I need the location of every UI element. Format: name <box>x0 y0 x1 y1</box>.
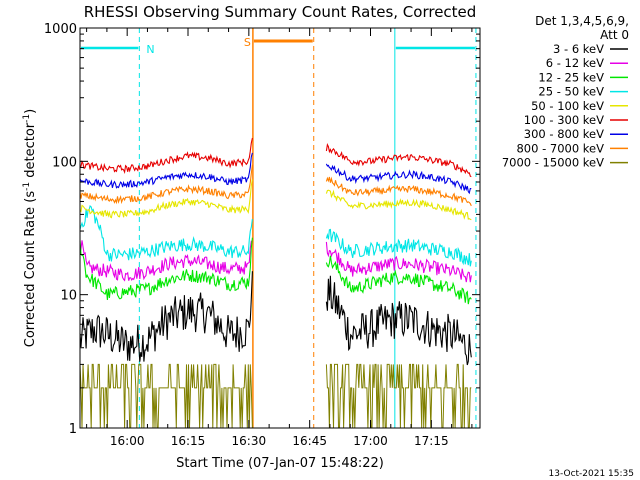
series-line <box>79 237 472 305</box>
legend-title-line2: Att 0 <box>600 28 629 42</box>
y-tick-label: 10 <box>60 289 77 304</box>
series-line <box>79 205 472 267</box>
series-line <box>79 179 472 221</box>
x-tick-label: 16:45 <box>292 434 327 448</box>
series-line <box>79 137 472 178</box>
y-axis-label-mid: detector <box>23 122 38 182</box>
y-axis-label-main: Corrected Count Rate (s <box>23 191 38 348</box>
x-tick-label: 17:15 <box>414 434 449 448</box>
series-line <box>79 164 472 207</box>
series-line <box>79 152 472 195</box>
legend-label: 3 - 6 keV <box>553 42 604 56</box>
x-axis-label: Start Time (07-Jan-07 15:48:22) <box>176 456 384 471</box>
legend-label: 100 - 300 keV <box>524 113 604 127</box>
timestamp: 13-Oct-2021 15:35 <box>549 469 634 479</box>
series-layer <box>79 137 472 429</box>
chart-title: RHESSI Observing Summary Count Rates, Co… <box>84 3 477 21</box>
legend-label: 50 - 100 keV <box>531 99 604 113</box>
x-tick-label: 16:15 <box>171 434 206 448</box>
axis-layer: 16:00 16:15 16:30 16:45 17:00 17:15 1 10 100 1000 <box>44 22 480 448</box>
y-axis-label-exp2: -1 <box>22 114 32 123</box>
series-line <box>79 363 472 429</box>
legend-label: 7000 - 15000 keV <box>502 156 604 170</box>
saa-label: S <box>244 36 251 49</box>
x-tick-label: 16:30 <box>232 434 267 448</box>
plot-frame <box>79 27 481 429</box>
y-tick-label: 1000 <box>44 22 77 37</box>
annotation-layer: NS <box>81 28 477 428</box>
night-label: N <box>146 43 154 56</box>
series-line <box>79 240 472 283</box>
legend-label: 300 - 800 keV <box>524 127 604 141</box>
x-tick-label: 17:00 <box>353 434 388 448</box>
y-axis-label-end: ) <box>23 109 38 114</box>
legend-title-line1: Det 1,3,4,5,6,9, <box>535 14 629 28</box>
legend-label: 6 - 12 keV <box>546 56 604 70</box>
legend-label: 800 - 7000 keV <box>516 141 604 155</box>
series-line <box>79 271 472 366</box>
y-axis-label-exp1: -1 <box>22 182 32 191</box>
legend-label: 25 - 50 keV <box>538 85 604 99</box>
legend-label: 12 - 25 keV <box>538 70 604 84</box>
y-tick-label: 1 <box>69 422 77 437</box>
y-tick-label: 100 <box>52 155 77 170</box>
y-axis-label: Corrected Count Rate (s-1 detector-1) <box>22 109 38 347</box>
x-tick-label: 16:00 <box>110 434 145 448</box>
